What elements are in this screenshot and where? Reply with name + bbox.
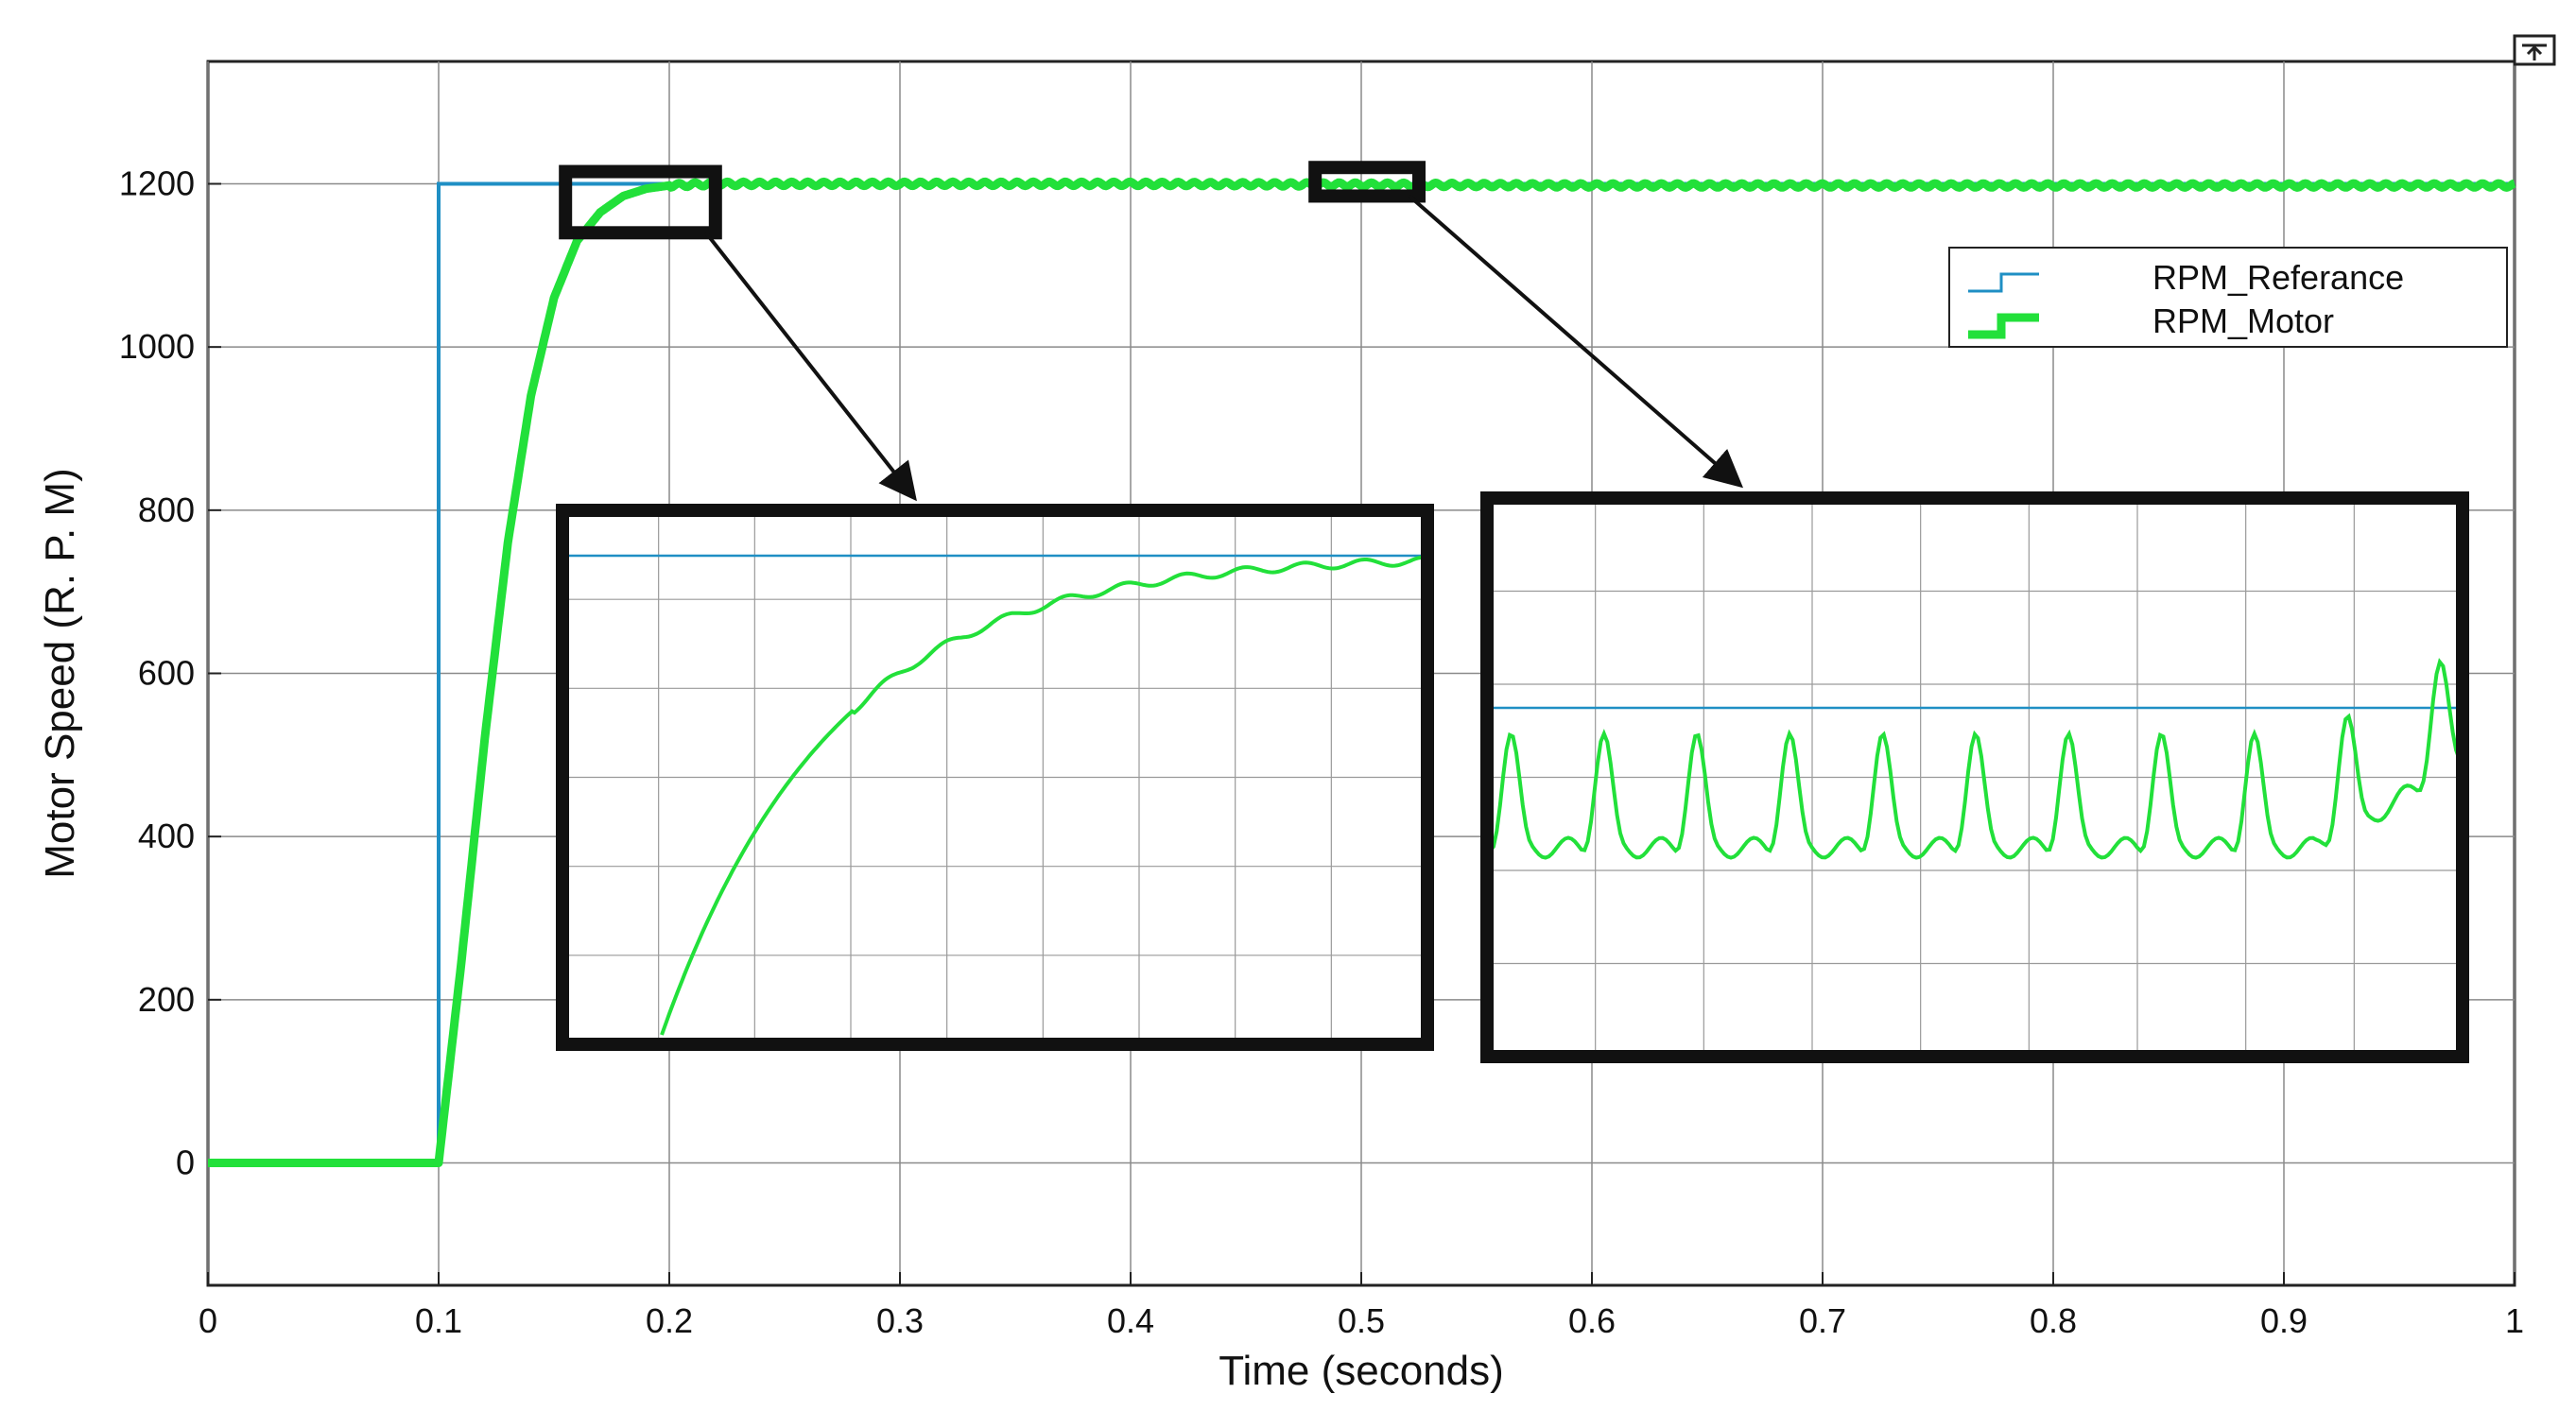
y-axis-title: Motor Speed (R. P. M) xyxy=(37,468,83,878)
x-axis-title: Time (seconds) xyxy=(1219,1348,1504,1394)
x-tick-label: 0.4 xyxy=(1107,1301,1154,1340)
series-layer xyxy=(205,177,2517,1167)
x-tick-label: 0.1 xyxy=(415,1301,462,1340)
x-tick-label: 0.6 xyxy=(1568,1301,1616,1340)
legend-swatch xyxy=(1968,272,2039,293)
x-tick-label: 0.2 xyxy=(646,1301,693,1340)
x-tick-label: 0.8 xyxy=(2030,1301,2077,1340)
x-tick-label: 0.5 xyxy=(1338,1301,1385,1340)
legend: RPM_Referance RPM_Motor xyxy=(1948,247,2508,348)
x-tick-label: 0 xyxy=(199,1301,217,1340)
callout-arrow xyxy=(1408,194,1744,489)
inset-motor-curve xyxy=(660,555,1424,1036)
legend-label: RPM_Referance xyxy=(2152,258,2404,297)
x-tick-label: 0.3 xyxy=(876,1301,924,1340)
callout-source-box xyxy=(1308,161,1426,203)
tick-labels: 0 0.1 0.2 0.3 0.4 0.5 0.6 0.7 0.8 0.9 1 0 200 400 600 8… xyxy=(119,164,2524,1341)
dock-arrow-icon xyxy=(2522,43,2547,60)
x-tick-label: 1 xyxy=(2505,1301,2524,1340)
inset-frame xyxy=(1480,491,2469,1063)
y-tick-label: 1200 xyxy=(119,164,195,203)
y-tick-label: 0 xyxy=(176,1144,195,1182)
inset-frame xyxy=(556,504,1434,1051)
inset-motor-curve xyxy=(1485,658,2464,860)
y-tick-label: 400 xyxy=(138,817,195,855)
zoom-inset-1 xyxy=(556,504,1434,1051)
zoom-callouts xyxy=(556,161,2469,1063)
x-tick-label: 0.7 xyxy=(1799,1301,1846,1340)
series-line-rpm-motor xyxy=(205,177,2517,1167)
legend-box xyxy=(1948,247,2508,348)
y-tick-label: 200 xyxy=(138,980,195,1019)
y-tick-label: 800 xyxy=(138,490,195,529)
callout-source-box xyxy=(559,164,722,240)
legend-swatch xyxy=(1968,313,2039,339)
x-tick-label: 0.9 xyxy=(2260,1301,2308,1340)
scope-dock-icon[interactable] xyxy=(2513,34,2556,66)
y-tick-label: 1000 xyxy=(119,327,195,366)
callout-arrow xyxy=(704,232,917,502)
legend-label: RPM_Motor xyxy=(2152,301,2334,340)
y-tick-label: 600 xyxy=(138,654,195,693)
zoom-inset-2 xyxy=(1480,491,2469,1063)
